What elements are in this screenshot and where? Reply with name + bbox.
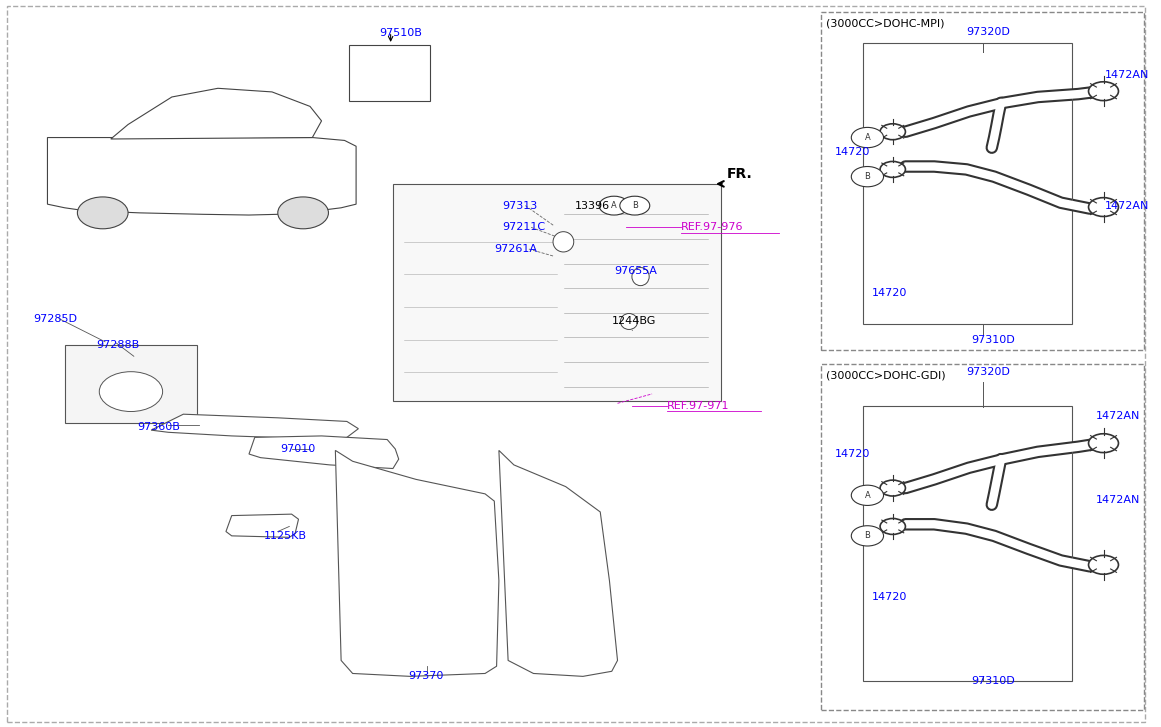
Bar xyxy=(821,12,1144,350)
Text: 97310D: 97310D xyxy=(971,675,1015,686)
Text: 1472AN: 1472AN xyxy=(1104,71,1149,80)
Bar xyxy=(65,345,197,423)
Text: 97010: 97010 xyxy=(280,444,316,454)
Text: 97313: 97313 xyxy=(503,201,538,211)
Circle shape xyxy=(1089,555,1118,574)
Bar xyxy=(863,43,1073,324)
Text: 14720: 14720 xyxy=(835,449,871,459)
Bar xyxy=(863,406,1073,680)
Circle shape xyxy=(78,197,128,229)
Circle shape xyxy=(1089,198,1118,217)
Text: B: B xyxy=(632,201,637,210)
Text: B: B xyxy=(865,172,871,181)
Bar xyxy=(821,364,1144,710)
Circle shape xyxy=(599,196,629,215)
Circle shape xyxy=(880,124,906,140)
Polygon shape xyxy=(151,414,359,440)
Polygon shape xyxy=(226,514,298,537)
Polygon shape xyxy=(499,451,618,676)
Text: 14720: 14720 xyxy=(835,147,871,157)
Ellipse shape xyxy=(620,313,637,329)
Circle shape xyxy=(851,526,884,546)
Text: 97320D: 97320D xyxy=(966,367,1010,377)
Text: 1472AN: 1472AN xyxy=(1104,201,1149,211)
Circle shape xyxy=(620,196,650,215)
Text: B: B xyxy=(865,531,871,540)
Polygon shape xyxy=(248,436,398,468)
Circle shape xyxy=(880,480,906,496)
Circle shape xyxy=(880,518,906,534)
Text: REF.97-971: REF.97-971 xyxy=(668,401,729,411)
Circle shape xyxy=(880,161,906,177)
Ellipse shape xyxy=(100,371,163,411)
Text: 97370: 97370 xyxy=(408,671,444,681)
Text: FR.: FR. xyxy=(727,166,752,181)
Text: 97310D: 97310D xyxy=(971,335,1015,345)
Bar xyxy=(392,184,721,401)
Text: A: A xyxy=(865,491,871,499)
Circle shape xyxy=(851,166,884,187)
Text: 1244BG: 1244BG xyxy=(612,316,656,326)
Text: A: A xyxy=(865,133,871,142)
Text: 97261A: 97261A xyxy=(495,244,538,254)
Text: 14720: 14720 xyxy=(872,592,908,602)
Circle shape xyxy=(1089,434,1118,453)
Text: 97288B: 97288B xyxy=(96,340,139,350)
Text: REF.97-976: REF.97-976 xyxy=(680,222,743,233)
Ellipse shape xyxy=(632,268,649,286)
Text: 97510B: 97510B xyxy=(380,28,421,38)
Text: 1472AN: 1472AN xyxy=(1096,494,1140,505)
Text: 97360B: 97360B xyxy=(137,422,180,432)
Circle shape xyxy=(277,197,329,229)
Text: (3000CC>DOHC-GDI): (3000CC>DOHC-GDI) xyxy=(825,371,945,381)
Text: 97285D: 97285D xyxy=(34,313,78,324)
Text: 1472AN: 1472AN xyxy=(1096,411,1140,421)
Text: 97211C: 97211C xyxy=(503,222,546,233)
Circle shape xyxy=(851,485,884,505)
Polygon shape xyxy=(110,88,322,139)
Text: 97655A: 97655A xyxy=(614,266,657,276)
Polygon shape xyxy=(48,137,356,215)
Circle shape xyxy=(851,127,884,148)
Text: 13396: 13396 xyxy=(575,201,610,211)
Text: 14720: 14720 xyxy=(872,287,908,297)
Text: 1125KB: 1125KB xyxy=(264,531,307,541)
Text: (3000CC>DOHC-MPI): (3000CC>DOHC-MPI) xyxy=(825,19,944,29)
Text: A: A xyxy=(611,201,616,210)
Bar xyxy=(349,45,430,101)
Polygon shape xyxy=(336,451,499,676)
Ellipse shape xyxy=(553,232,574,252)
Text: 97320D: 97320D xyxy=(966,27,1010,37)
Circle shape xyxy=(1089,81,1118,100)
